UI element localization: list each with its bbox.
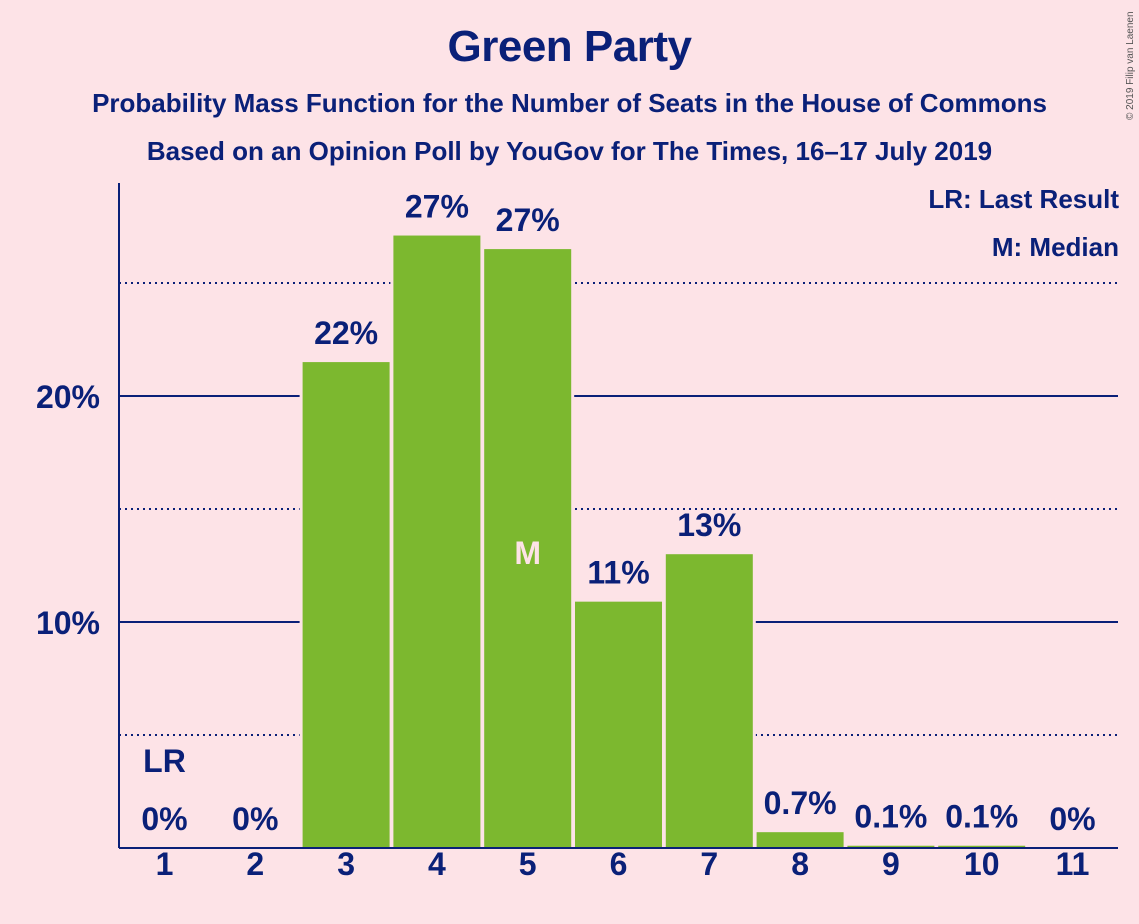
data-label-seat-8: 0.7% — [764, 785, 837, 821]
bar-seat-8 — [756, 832, 844, 848]
bar-seat-10 — [938, 845, 1026, 848]
data-label-seat-10: 0.1% — [945, 799, 1018, 835]
y-tick-label-1: 20% — [36, 379, 100, 415]
data-label-seat-3: 22% — [314, 315, 378, 351]
data-label-seat-7: 13% — [677, 507, 741, 543]
x-tick-label-1: 1 — [156, 846, 174, 882]
legend-median: M: Median — [991, 232, 1119, 262]
bar-seat-5 — [484, 249, 572, 849]
bar-gap-10 — [935, 842, 1029, 848]
x-tick-label-11: 11 — [1056, 846, 1090, 882]
chart-subtitle-line-2: Based on an Opinion Poll by YouGov for T… — [146, 136, 993, 166]
bar-seat-4 — [393, 235, 481, 849]
x-tick-label-6: 6 — [610, 846, 628, 882]
bar-gap-9 — [844, 842, 938, 848]
bar-seat-6 — [575, 601, 662, 848]
data-label-seat-5: 27% — [496, 202, 560, 238]
bar-seat-3 — [302, 362, 390, 848]
chart-title: Green Party — [447, 22, 692, 71]
median-marker: M — [514, 535, 541, 571]
x-tick-label-8: 8 — [791, 846, 809, 882]
data-label-seat-1: 0% — [141, 801, 187, 837]
data-label-seat-4: 27% — [405, 189, 469, 225]
data-label-seat-6: 11% — [587, 555, 649, 591]
x-tick-label-10: 10 — [964, 846, 1000, 882]
bar-seat-7 — [665, 554, 753, 848]
data-label-seat-9: 0.1% — [854, 799, 927, 835]
legend-last-result: LR: Last Result — [928, 184, 1119, 214]
x-tick-label-7: 7 — [700, 846, 718, 882]
x-tick-label-2: 2 — [246, 846, 264, 882]
chart-subtitle-line-1: Probability Mass Function for the Number… — [92, 88, 1047, 118]
data-label-seat-11: 0% — [1049, 801, 1095, 837]
bar-seat-9 — [847, 845, 935, 848]
data-label-seat-2: 0% — [232, 801, 278, 837]
x-tick-label-3: 3 — [337, 846, 355, 882]
last-result-marker: LR — [143, 743, 186, 779]
x-tick-label-5: 5 — [519, 846, 537, 882]
y-tick-label-0: 10% — [36, 605, 100, 641]
x-tick-label-4: 4 — [428, 846, 446, 882]
x-tick-label-9: 9 — [882, 846, 900, 882]
